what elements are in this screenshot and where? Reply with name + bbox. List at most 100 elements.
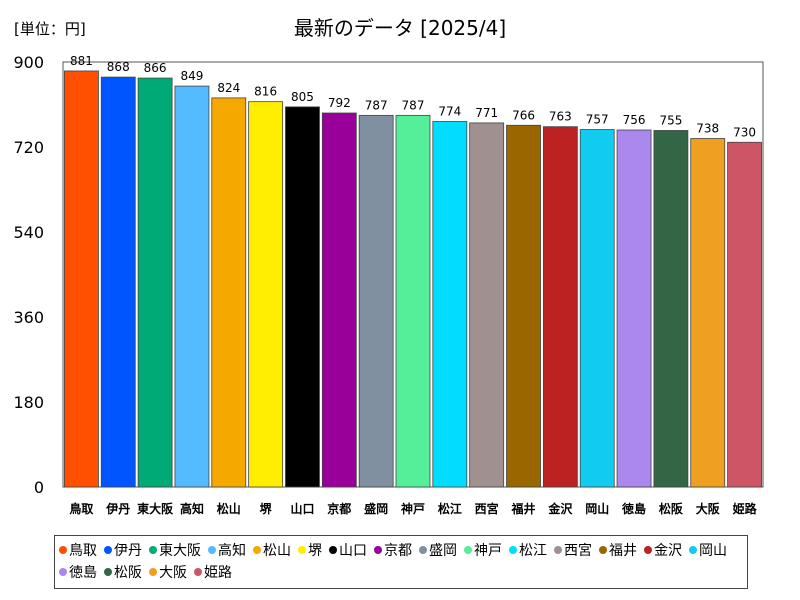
legend-label: 京都 bbox=[384, 543, 412, 559]
x-tick-label: 福井 bbox=[511, 501, 536, 516]
legend-marker bbox=[464, 546, 472, 554]
x-tick-label: 神戸 bbox=[401, 501, 425, 516]
data-label: 771 bbox=[475, 106, 498, 120]
bar-神戸 bbox=[395, 114, 431, 488]
legend-label: 伊丹 bbox=[114, 543, 142, 559]
bar-福井 bbox=[506, 124, 541, 488]
x-tick-label: 大阪 bbox=[696, 501, 721, 516]
bar-西宮 bbox=[469, 122, 505, 488]
x-tick-label: 岡山 bbox=[585, 501, 609, 516]
bar-盛岡 bbox=[358, 114, 394, 488]
legend-marker bbox=[104, 546, 112, 554]
data-label: 849 bbox=[180, 69, 203, 83]
legend-entry: 堺 bbox=[298, 539, 322, 561]
legend-entry: 松山 bbox=[253, 539, 291, 561]
legend-label: 神戸 bbox=[474, 543, 502, 559]
data-label: 792 bbox=[328, 96, 351, 110]
x-tick-label: 堺 bbox=[260, 501, 273, 516]
chart-title: 最新のデータ [2025/4] bbox=[293, 16, 507, 40]
unit-label: [単位：円] bbox=[14, 20, 86, 38]
legend-marker bbox=[509, 546, 517, 554]
data-label: 757 bbox=[586, 113, 609, 127]
legend-marker bbox=[554, 546, 562, 554]
plot-area: 0 180 360 540 720 900 881 鳥取 868 伊丹 866 東大阪 849 高知 824… bbox=[13, 53, 764, 516]
legend-label: 福井 bbox=[609, 543, 637, 559]
legend-entry: 東大阪 bbox=[149, 539, 201, 561]
x-tick-label: 京都 bbox=[327, 501, 351, 516]
y-tick-label: 0 bbox=[34, 478, 44, 497]
legend-entry: 姫路 bbox=[194, 561, 232, 583]
bar-松山 bbox=[211, 97, 247, 488]
legend-entry: 岡山 bbox=[689, 539, 727, 561]
x-tick-label: 金沢 bbox=[547, 501, 573, 516]
data-label: 787 bbox=[402, 98, 425, 112]
legend-label: 高知 bbox=[218, 543, 246, 559]
legend-marker bbox=[104, 568, 112, 576]
bar-大阪 bbox=[690, 138, 726, 488]
bar-金沢 bbox=[542, 126, 578, 488]
data-label: 755 bbox=[659, 113, 682, 127]
bar-岡山 bbox=[579, 129, 615, 488]
data-label: 730 bbox=[733, 125, 756, 139]
data-label: 738 bbox=[696, 122, 719, 136]
data-label: 824 bbox=[217, 81, 240, 95]
bar-伊丹 bbox=[100, 76, 136, 488]
data-label: 816 bbox=[254, 85, 277, 99]
x-tick-label: 鳥取 bbox=[69, 501, 93, 516]
bar-京都 bbox=[321, 112, 357, 488]
legend-label: 徳島 bbox=[69, 565, 97, 581]
legend-label: 大阪 bbox=[159, 565, 187, 581]
x-tick-label: 徳島 bbox=[621, 501, 646, 516]
bar-鳥取 bbox=[64, 70, 99, 488]
legend-entry: 福井 bbox=[599, 539, 637, 561]
legend-entry: 大阪 bbox=[149, 561, 187, 583]
x-tick-label: 松江 bbox=[438, 501, 462, 516]
bar-山口 bbox=[285, 106, 320, 488]
legend-marker bbox=[208, 546, 216, 554]
legend-entry: 神戸 bbox=[464, 539, 502, 561]
legend-marker bbox=[419, 546, 427, 554]
legend-marker bbox=[149, 568, 157, 576]
data-label: 763 bbox=[549, 110, 572, 124]
legend-marker bbox=[374, 546, 382, 554]
bar-姫路 bbox=[727, 141, 762, 488]
x-tick-label: 西宮 bbox=[475, 501, 499, 516]
bar-高知 bbox=[174, 85, 210, 488]
legend: 鳥取 伊丹 東大阪 高知 松山 堺 山口 京都 盛岡 神戸 松江 西宮 福井 金沢 岡山 徳島 松阪 大阪 姫路 bbox=[54, 535, 748, 589]
y-tick-label: 540 bbox=[13, 223, 44, 242]
legend-label: 金沢 bbox=[654, 543, 682, 559]
y-tick-label: 720 bbox=[13, 138, 44, 157]
legend-label: 松江 bbox=[519, 543, 547, 559]
data-label: 766 bbox=[512, 108, 535, 122]
x-tick-label: 松阪 bbox=[659, 501, 684, 516]
legend-label: 堺 bbox=[308, 543, 322, 559]
bar-松阪 bbox=[653, 130, 689, 488]
y-tick-label: 900 bbox=[13, 53, 44, 72]
x-tick-label: 松山 bbox=[217, 501, 241, 516]
legend-label: 岡山 bbox=[699, 543, 727, 559]
data-label: 787 bbox=[365, 98, 388, 112]
legend-label: 山口 bbox=[339, 543, 367, 559]
legend-marker bbox=[194, 568, 202, 576]
legend-marker bbox=[689, 546, 697, 554]
legend-marker bbox=[329, 546, 337, 554]
legend-entry: 鳥取 bbox=[59, 539, 97, 561]
bar-松江 bbox=[432, 121, 468, 488]
y-tick-label: 180 bbox=[13, 393, 44, 412]
y-tick-label: 360 bbox=[13, 308, 44, 327]
legend-entry: 高知 bbox=[208, 539, 246, 561]
data-label: 868 bbox=[107, 60, 130, 74]
legend-entry: 松江 bbox=[509, 539, 547, 561]
legend-entry: 山口 bbox=[329, 539, 367, 561]
x-tick-label: 伊丹 bbox=[105, 501, 130, 516]
x-tick-label: 東大阪 bbox=[137, 501, 174, 516]
data-label: 866 bbox=[144, 61, 167, 75]
legend-marker bbox=[253, 546, 261, 554]
legend-entry: 徳島 bbox=[59, 561, 97, 583]
legend-entry: 伊丹 bbox=[104, 539, 142, 561]
legend-marker bbox=[59, 568, 67, 576]
bar-堺 bbox=[248, 101, 284, 488]
data-label: 805 bbox=[291, 90, 314, 104]
legend-label: 松阪 bbox=[114, 565, 142, 581]
